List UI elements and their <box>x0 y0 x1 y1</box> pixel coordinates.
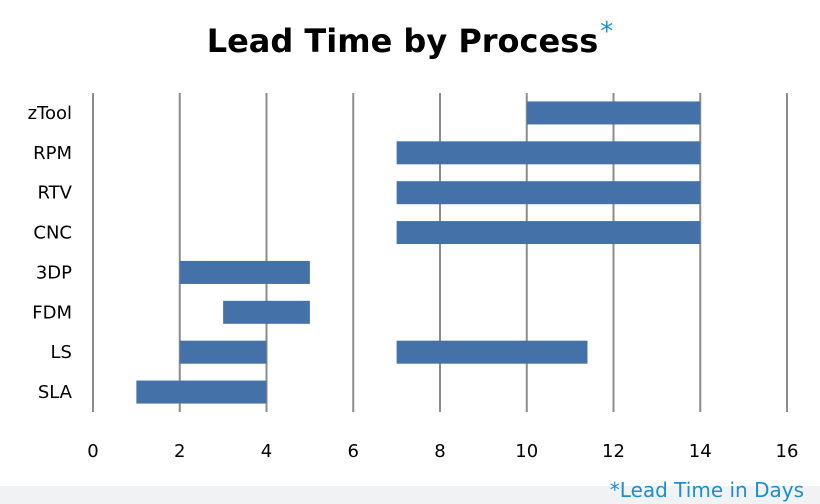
range-bar <box>396 221 701 245</box>
category-label: zTool <box>28 103 72 124</box>
category-label: FDM <box>32 302 72 323</box>
x-axis-tick-labels: 0 2 4 6 8 10 12 14 16 <box>87 441 798 462</box>
x-tick-label: 4 <box>261 441 272 462</box>
range-bar <box>396 141 701 165</box>
x-tick-label: 10 <box>515 441 538 462</box>
footer-band <box>0 486 820 504</box>
category-label: CNC <box>33 223 72 244</box>
range-bar <box>179 260 310 284</box>
category-labels: SLA LS FDM 3DP CNC RTV RPM zTool <box>28 103 73 403</box>
x-tick-label: 8 <box>434 441 445 462</box>
x-tick-label: 6 <box>348 441 359 462</box>
range-bar <box>396 340 588 364</box>
range-bar <box>136 380 267 404</box>
title-asterisk: * <box>600 17 613 47</box>
chart-title: Lead Time by Process* <box>207 17 614 60</box>
x-tick-label: 12 <box>602 441 625 462</box>
category-label: RPM <box>33 143 72 164</box>
grid-lines <box>92 93 788 412</box>
x-tick-label: 2 <box>174 441 185 462</box>
range-bar <box>526 101 701 125</box>
category-label: SLA <box>38 382 73 403</box>
x-tick-label: 0 <box>87 441 98 462</box>
x-tick-label: 14 <box>689 441 712 462</box>
range-bars <box>136 101 701 404</box>
category-label: LS <box>51 342 72 363</box>
x-tick-label: 16 <box>776 441 799 462</box>
category-label: 3DP <box>36 262 72 283</box>
range-bar <box>223 300 310 324</box>
category-label: RTV <box>37 183 72 204</box>
range-bar <box>396 181 701 205</box>
footnote: *Lead Time in Days <box>609 478 804 502</box>
range-bar <box>179 340 267 364</box>
